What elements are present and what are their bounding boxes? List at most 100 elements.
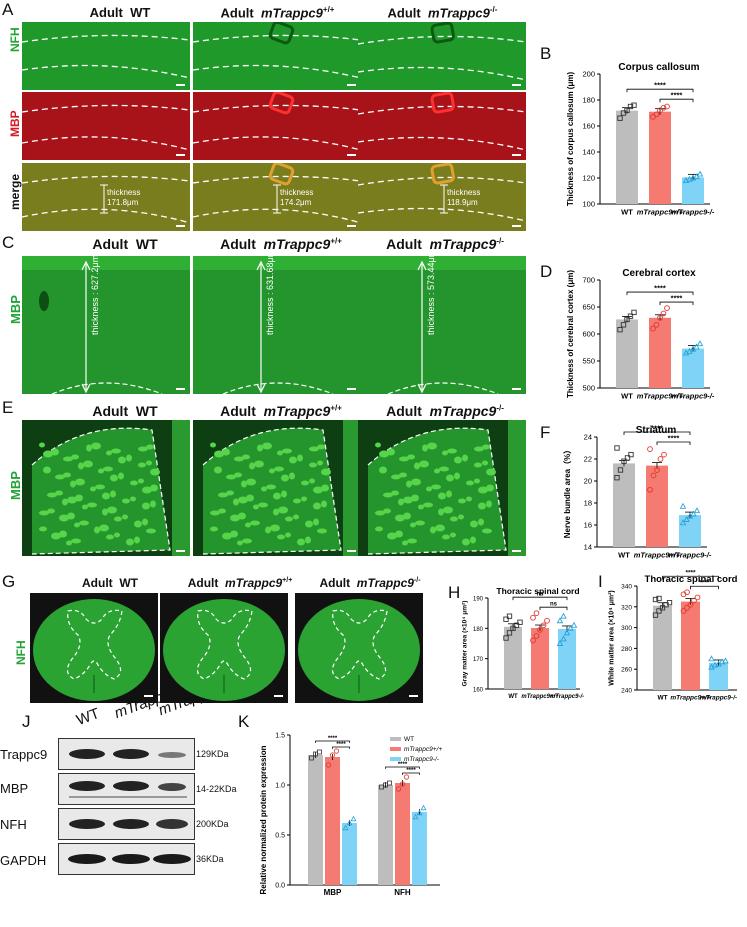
bar-K-mbp-wt [308,755,323,885]
tile-a-r1-c1 [193,92,361,160]
sig-label-D-1: **** [671,294,683,303]
point-I-wt [656,595,662,602]
scalebar-a-r2-c2 [512,225,521,227]
lane-label-wt: WT [74,705,102,729]
ytick-label-K: 1.5 [275,733,285,740]
sig-bracket-B-1 [659,98,694,103]
ylabel-I: White matter area (×10⁴ μm²) [609,590,616,685]
scalebar-g-2 [409,695,418,697]
sig-label-K-0-0: **** [328,736,338,742]
chart-F: 14 16 18 20 22 24 Striatum Nerve bundle area（%）… [562,424,712,560]
point-D-ko [682,349,690,356]
point-K-ko [350,815,357,822]
bar-H-mtrappc9- [531,628,549,689]
point-F-wt [621,458,627,464]
tile-e-1 [193,420,361,556]
point-K-ko [416,809,423,816]
ylabel-K: Relative normalized protein expression [259,745,268,894]
point-K-wt [379,784,384,790]
scalebar-a-r2-c0 [176,225,185,227]
category-label-B-1: mTrappc9+/+ [637,208,684,217]
point-I-het [691,597,697,604]
point-K-het [333,748,340,754]
tile-c-2: thickness : 573.44μm [358,256,526,394]
col-title-a-ko: Adult mTrappc9-/- [387,5,498,21]
point-H-wt [503,616,509,622]
thickness-label-a-c0: thickness 171.8μm [107,188,140,208]
category-label-H-1: mTrappc9+/+ [521,694,559,700]
point-H-het [533,610,540,617]
point-K-wt [317,749,322,755]
kda-14-22: 14-22KDa [196,784,237,794]
ytick-label-I: 320 [621,604,632,611]
thickness-word: thickness [447,188,481,197]
point-B-wt [617,115,623,121]
point-B-het [650,114,656,120]
bar-D-mtrappc9- [682,348,704,388]
point-I-ko [722,657,729,664]
point-F-het [654,467,660,473]
point-I-het [680,608,687,614]
wb-label-trappc9: Trappc9 [0,747,48,762]
title-H: Thoracic spinal cord [496,586,579,596]
ytick-label-D: 500 [582,384,595,393]
point-I-ko [718,658,726,665]
sig-bracket-K-1-1 [402,772,420,775]
point-B-ko [686,175,693,182]
point-I-het [684,604,690,611]
point-F-wt [624,455,631,461]
point-K-het [399,781,406,787]
chart-H: 160 170 180 190 Thoracic spinal cord Gray mat… [461,586,584,700]
sig-bracket-H-0 [512,596,568,601]
point-I-ko [708,655,715,662]
sig-bracket-K-0-1 [332,746,350,749]
sig-label-D-0: **** [654,284,666,293]
sig-bracket-I-1 [690,585,719,590]
ytick-label-F: 14 [584,543,592,552]
panel-label-f: F [540,423,551,442]
col-title-e-wt: Adult WT [92,403,158,419]
bar-F-mtrappc9- [679,515,701,547]
point-I-het [687,601,694,608]
point-F-ko [686,512,694,519]
sig-label-H-1: ns [550,602,558,608]
title-B: Corpus callosum [618,62,699,73]
point-F-het [657,456,664,462]
ytick-label-K: 1.0 [275,783,285,790]
bar-H-wt [504,626,522,689]
point-H-wt [517,619,523,625]
thickness-label-c-1: thickness : 631.68μm [265,256,275,335]
point-F-ko [690,510,697,517]
point-H-ko [556,617,564,624]
point-H-het [530,614,536,621]
ytick-label-K: 0.5 [275,833,285,840]
scalebar-a-r1-c1 [347,154,356,156]
point-F-ko [679,519,687,526]
title-F: Striatum [636,425,677,436]
panel-label-g: G [2,572,16,591]
sig-label-F-0: **** [651,424,663,433]
point-F-het [647,486,653,493]
legend-label-K-1: mTrappc9+/+ [404,746,442,753]
scalebar-a-r2-c1 [347,225,356,227]
kda-36: 36KDa [196,854,224,864]
ytick-label-F: 24 [584,433,592,442]
sig-label-I-1: **** [699,580,710,587]
scalebar-c-0 [176,388,185,390]
point-H-het [544,617,550,624]
sig-bracket-H-1 [539,606,568,611]
ylabel-H: Gray matter area (×10⁴ μm²) [461,601,468,687]
col-title-e-het: Adult mTrappc9+/+ [220,403,342,419]
point-D-ko [696,340,704,347]
ytick-label-B: 100 [582,200,595,209]
scalebar-e-1 [347,550,356,552]
kda-129: 129KDa [196,749,229,759]
category-label-H-0: WT [508,694,518,700]
row-label-g-nfh: NFH [14,640,28,665]
sig-label-H-0: ns [536,592,544,598]
sig-label-K-0-1: **** [336,742,346,748]
point-K-wt [313,751,318,757]
ytick-label-F: 20 [584,477,592,486]
ytick-label-B: 200 [582,70,595,79]
point-I-wt [663,602,669,608]
